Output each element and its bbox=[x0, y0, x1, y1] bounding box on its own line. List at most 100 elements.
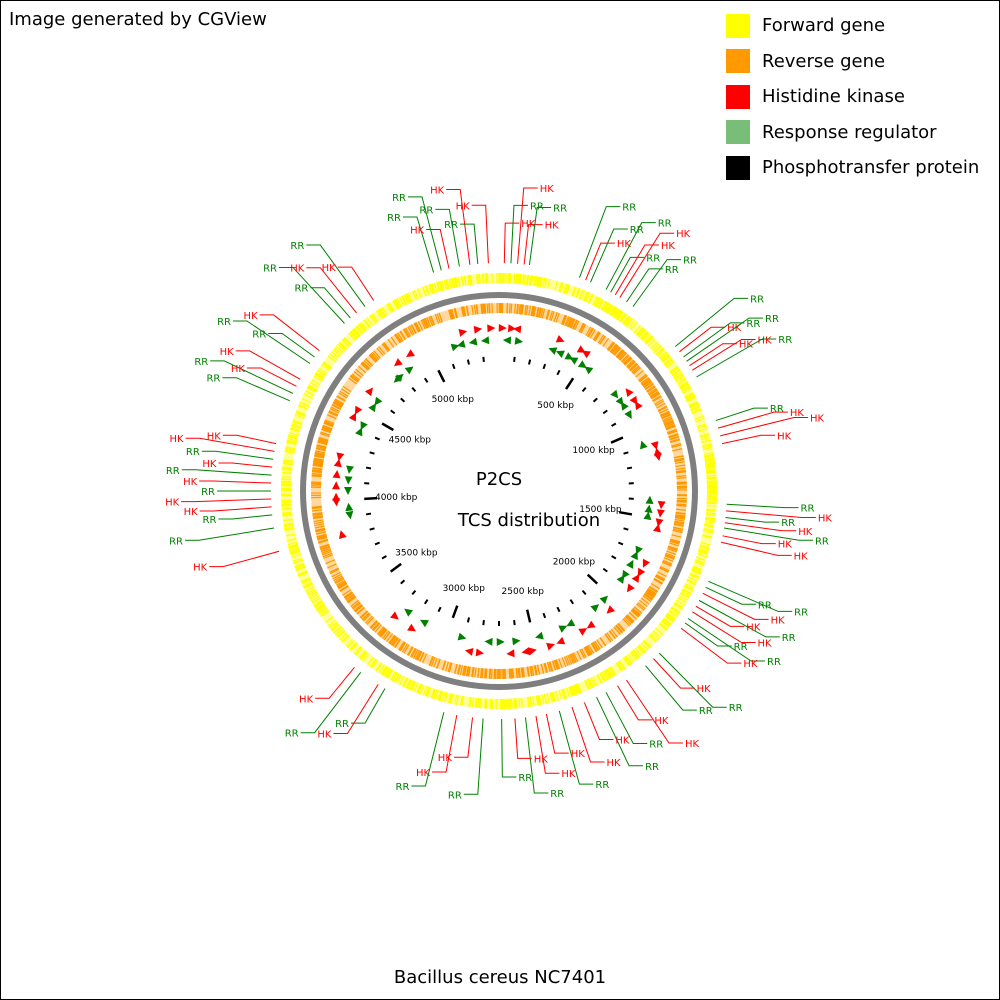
hk-label: HK bbox=[220, 347, 235, 358]
reverse-gene-mark bbox=[510, 303, 513, 314]
forward-gene-mark bbox=[421, 286, 427, 297]
rr-label: RR bbox=[530, 201, 544, 212]
hk-leader-line bbox=[514, 718, 532, 759]
hk-label: HK bbox=[790, 408, 805, 419]
rr-marker bbox=[569, 357, 579, 365]
reverse-gene-mark bbox=[643, 381, 653, 389]
reverse-gene-mark bbox=[647, 387, 657, 395]
reverse-gene-mark bbox=[662, 559, 673, 565]
forward-gene-mark bbox=[281, 504, 292, 507]
forward-gene-mark bbox=[339, 341, 348, 350]
reverse-gene-mark bbox=[664, 555, 675, 560]
forward-gene-mark bbox=[448, 278, 453, 289]
hk-label: HK bbox=[758, 335, 773, 346]
forward-gene-mark bbox=[390, 671, 397, 681]
forward-gene-mark bbox=[426, 687, 432, 698]
rr-label: RR bbox=[294, 284, 308, 295]
hk-leader-line bbox=[720, 416, 808, 437]
forward-gene-mark bbox=[522, 274, 525, 285]
reverse-gene-mark bbox=[675, 470, 686, 473]
reverse-gene-mark bbox=[553, 660, 558, 670]
forward-gene-mark bbox=[542, 277, 546, 288]
forward-gene-mark bbox=[297, 570, 308, 576]
forward-gene-mark bbox=[331, 623, 340, 632]
scale-tick bbox=[610, 436, 624, 444]
forward-gene-mark bbox=[686, 580, 696, 586]
forward-gene-mark bbox=[685, 393, 695, 400]
rr-label: RR bbox=[396, 782, 410, 793]
reverse-gene-mark bbox=[311, 506, 322, 509]
reverse-gene-mark bbox=[615, 624, 624, 633]
hk-leader-line bbox=[523, 224, 543, 265]
hk-leader-line bbox=[503, 222, 520, 264]
forward-gene-mark bbox=[678, 594, 688, 601]
reverse-gene-mark bbox=[669, 435, 680, 440]
reverse-gene-mark bbox=[388, 634, 396, 644]
reverse-gene-mark bbox=[422, 318, 428, 329]
reverse-gene-mark bbox=[554, 659, 560, 670]
reverse-gene-mark bbox=[668, 545, 678, 550]
forward-gene-mark bbox=[295, 565, 306, 571]
forward-gene-mark bbox=[584, 680, 590, 690]
rr-marker bbox=[346, 465, 354, 474]
forward-gene-mark bbox=[640, 331, 649, 340]
reverse-gene-mark bbox=[612, 346, 621, 355]
forward-gene-mark bbox=[314, 601, 324, 608]
hk-label: HK bbox=[207, 431, 222, 442]
forward-gene-mark bbox=[282, 511, 293, 514]
reverse-gene-mark bbox=[572, 319, 578, 330]
legend-label: Forward gene bbox=[762, 15, 886, 37]
forward-gene-mark bbox=[671, 369, 681, 376]
reverse-gene-mark bbox=[344, 592, 354, 599]
forward-gene-mark bbox=[655, 627, 664, 636]
reverse-gene-mark bbox=[518, 304, 521, 315]
reverse-gene-mark bbox=[633, 606, 643, 614]
rr-marker bbox=[644, 504, 653, 513]
reverse-gene-mark bbox=[541, 308, 546, 319]
reverse-gene-mark bbox=[555, 312, 560, 323]
reverse-gene-mark bbox=[636, 603, 645, 611]
rr-leader-line bbox=[708, 580, 793, 612]
forward-gene-mark bbox=[594, 297, 601, 307]
forward-gene-mark bbox=[313, 375, 323, 382]
reverse-gene-mark bbox=[623, 356, 631, 365]
reverse-gene-mark bbox=[676, 503, 687, 506]
hk-label: HK bbox=[183, 477, 198, 488]
reverse-gene-mark bbox=[576, 650, 582, 661]
forward-gene-mark bbox=[575, 288, 581, 299]
reverse-gene-mark bbox=[474, 667, 477, 678]
reverse-gene-mark bbox=[655, 574, 666, 580]
hk-label: HK bbox=[202, 459, 217, 470]
reverse-gene-mark bbox=[403, 644, 410, 654]
reverse-gene-mark bbox=[418, 652, 425, 662]
reverse-gene-mark bbox=[312, 467, 323, 470]
reverse-gene-mark bbox=[316, 533, 327, 538]
forward-gene-mark bbox=[692, 566, 703, 572]
forward-gene-mark bbox=[467, 275, 470, 286]
forward-gene-mark bbox=[429, 284, 434, 294]
forward-gene-mark bbox=[528, 696, 532, 707]
forward-gene-mark bbox=[353, 328, 361, 337]
reverse-gene-mark bbox=[531, 665, 535, 676]
scale-tick bbox=[569, 599, 575, 605]
rr-label: RR bbox=[194, 357, 208, 368]
reverse-gene-mark bbox=[563, 656, 569, 667]
hk-leader-line bbox=[337, 266, 375, 301]
reverse-gene-mark bbox=[597, 334, 605, 344]
forward-gene-mark bbox=[613, 308, 620, 318]
forward-gene-mark bbox=[686, 396, 697, 403]
reverse-gene-mark bbox=[659, 567, 669, 573]
reverse-gene-mark bbox=[561, 314, 566, 325]
forward-gene-mark bbox=[633, 325, 642, 334]
forward-gene-mark bbox=[660, 354, 670, 362]
reverse-gene-mark bbox=[324, 419, 335, 425]
forward-gene-mark bbox=[660, 353, 669, 361]
forward-gene-mark bbox=[691, 568, 702, 574]
forward-gene-mark bbox=[605, 303, 612, 314]
forward-gene-mark bbox=[637, 328, 646, 337]
reverse-gene-mark bbox=[398, 641, 405, 651]
reverse-gene-mark bbox=[593, 331, 601, 341]
forward-gene-mark bbox=[310, 595, 320, 602]
scale-tick bbox=[556, 606, 561, 613]
reverse-gene-mark bbox=[320, 431, 331, 436]
